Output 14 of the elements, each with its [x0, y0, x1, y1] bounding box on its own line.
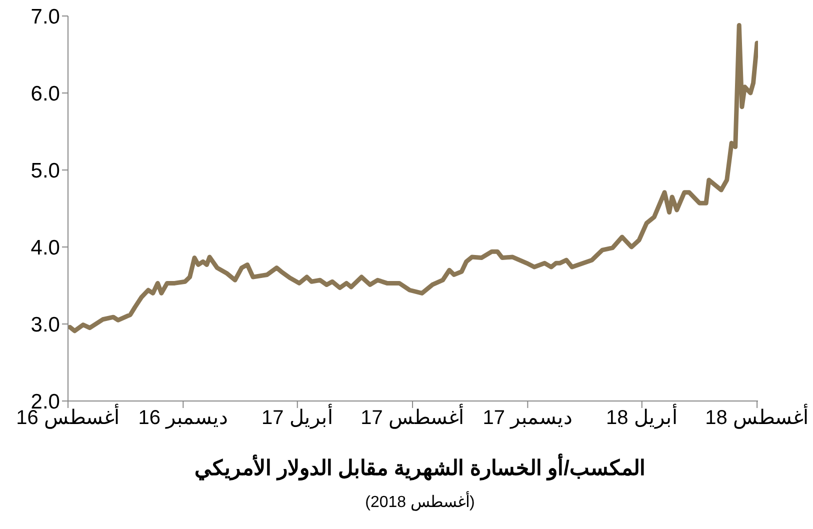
y-tick-label: 6.0 [30, 82, 60, 106]
x-tick-label: ديسمبر 17 [482, 407, 573, 430]
x-tick-label: ديسمبر 16 [138, 407, 228, 430]
y-tick-label: 7.0 [30, 5, 60, 28]
y-tick-label: 3.0 [30, 313, 60, 336]
y-tick-label: 5.0 [30, 159, 60, 182]
line-series [68, 22, 758, 334]
text: (أغسطس 2018) [364, 492, 476, 512]
x-tick-label: أغسطس 18 [705, 403, 809, 430]
x-tick-label: أغسطس 17 [360, 403, 464, 430]
x-tick-label: أبريل 18 [606, 403, 678, 430]
x-tick-label: أبريل 17 [261, 403, 334, 430]
y-tick-label: 4.0 [30, 236, 60, 260]
text: المكسب/أو الخسارة الشهرية مقابل الدولار الأمريكي [193, 456, 646, 481]
